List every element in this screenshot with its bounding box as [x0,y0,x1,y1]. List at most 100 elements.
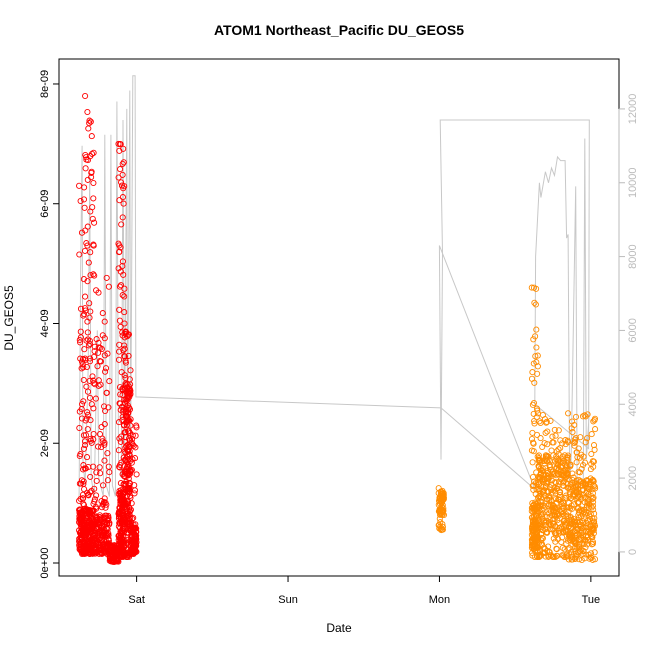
y2-tick-label: 6000 [627,318,639,342]
data-point [572,521,579,528]
data-point [536,488,543,495]
data-point [538,498,545,505]
data-point [104,526,111,533]
data-point [571,436,578,443]
data-point [535,456,543,463]
data-point [130,442,137,449]
data-point [85,259,92,266]
data-point [104,516,111,524]
y-tick-label: 6e-09 [39,190,51,218]
data-point [133,424,140,431]
data-point [130,529,137,536]
data-point [76,424,83,432]
data-point [126,479,133,486]
data-point [93,287,100,294]
data-point [544,475,552,482]
data-point [87,489,94,496]
data-point [90,149,97,156]
data-point [584,411,591,418]
data-point [119,292,126,299]
data-point [110,558,117,565]
data-point [437,525,444,533]
data-point [573,459,580,466]
data-point [89,204,96,211]
data-point [574,489,581,496]
data-point [550,452,557,459]
data-point [90,463,97,470]
data-point [115,419,123,426]
data-point [529,500,536,507]
data-point [537,494,544,501]
data-point [76,513,83,520]
data-point [82,442,89,449]
data-point [544,529,551,536]
data-point [122,357,129,364]
data-point [555,427,562,434]
data-point [544,441,551,448]
data-point [127,467,134,474]
data-point [87,537,94,544]
data-point [82,544,89,551]
secondary-line [78,75,590,499]
data-point [529,429,536,436]
data-point [101,403,108,410]
data-point [589,502,597,509]
data-point [117,282,125,289]
data-point [130,550,137,558]
data-point [530,439,537,446]
data-point [85,342,92,349]
data-point [581,412,588,419]
data-point [528,375,536,382]
data-point [534,363,541,370]
data-point [533,344,540,351]
data-point [90,241,97,248]
data-point [77,197,84,205]
data-point [125,428,132,435]
data-point [98,550,105,558]
data-point [544,452,551,459]
data-point [530,336,537,343]
data-point [101,515,108,523]
data-point [100,482,107,489]
data-point [529,369,536,376]
data-point [106,541,113,549]
data-point [560,455,567,462]
data-point [129,528,136,535]
data-point [116,435,123,442]
data-point [552,523,559,530]
data-point [133,471,140,478]
x-tick-label: Sat [128,594,145,606]
data-point [81,247,89,254]
data-point [125,485,132,492]
data-point [531,420,538,427]
data-point [121,309,128,316]
data-point [92,515,99,522]
data-point [536,457,543,464]
data-point [77,328,84,335]
data-point [118,221,125,228]
data-point [557,476,565,483]
data-point [591,549,598,556]
data-point [552,432,559,439]
data-point [591,521,598,528]
data-point [127,422,134,429]
data-point [581,481,588,488]
data-point [95,339,102,346]
data-point [558,538,565,546]
data-point [115,447,122,454]
data-point [95,528,102,535]
data-point [590,506,597,513]
data-point [93,477,100,484]
data-point [533,285,540,292]
data-point [119,214,126,221]
data-point [96,464,103,471]
data-point [88,401,95,408]
data-point [552,532,559,539]
data-point [438,527,445,534]
data-point [590,442,598,449]
data-point [87,473,94,480]
data-point [115,510,122,517]
data-point [566,476,573,483]
data-point [100,500,107,507]
data-point [578,556,585,564]
